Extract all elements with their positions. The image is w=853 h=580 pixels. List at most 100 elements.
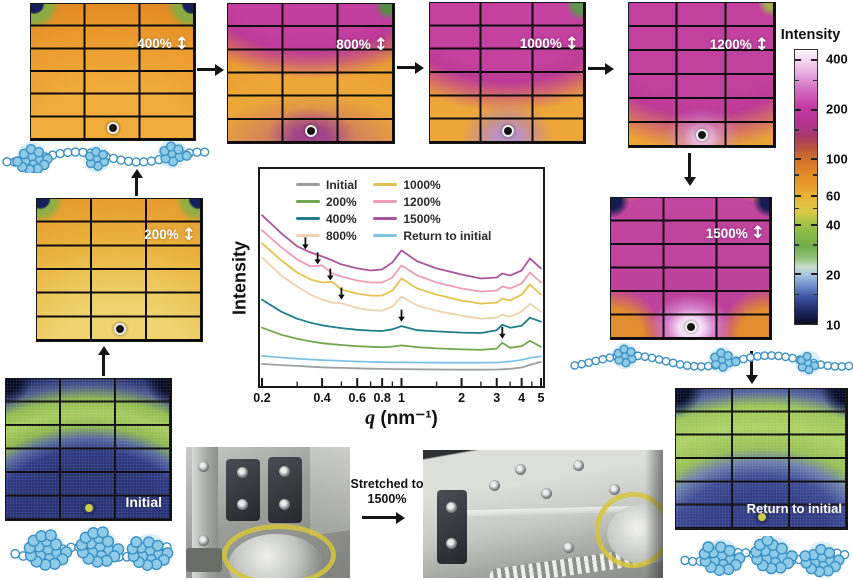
x-tick-label: 4 (518, 391, 526, 405)
colorbar-minor-tick (795, 207, 799, 210)
chain-bead (702, 541, 715, 553)
chain-bead (760, 351, 769, 361)
vertical-stretch-arrow-icon: ↕ (373, 34, 388, 55)
detector-grid (31, 4, 195, 140)
colorbar-tick-mark (811, 273, 817, 276)
chain-bead (98, 149, 109, 160)
flow-arrow-400-to-800 (197, 68, 221, 71)
chain-bead (123, 156, 134, 167)
chain-bead (49, 538, 63, 551)
vertical-stretch-arrow-icon: ↕ (181, 224, 196, 245)
colorbar-tick-labels: 400 200 100 60 40 20 10 (822, 49, 853, 333)
x-tick-label: 0.2 (253, 391, 271, 405)
chain-bead (687, 556, 698, 567)
panel-label-text: 1000% (519, 36, 562, 52)
panel-label-1000: 1000% ↕ (520, 34, 579, 54)
colorbar-minor-tick (795, 244, 799, 246)
colorbar-tick-label: 100 (826, 151, 848, 167)
detector-grid (676, 389, 847, 529)
legend-item: 1000% (373, 176, 491, 193)
legend-item: 1200% (373, 193, 491, 210)
colorbar-tick-mark (795, 108, 801, 111)
chain-bead (101, 535, 115, 548)
metal-base (186, 548, 222, 572)
flow-arrow-1000-to-1200 (588, 67, 611, 70)
chain-bead (63, 147, 73, 158)
chain-bead (774, 351, 783, 361)
chain-bead (192, 147, 202, 157)
chain-bead (139, 157, 149, 167)
chain-bead (146, 156, 157, 166)
panel-label-text: Return to initial (746, 501, 842, 517)
chain-bead (640, 352, 650, 362)
screw (237, 467, 248, 478)
chain-bead (199, 147, 210, 157)
saxs-pattern-initial: Initial (5, 378, 172, 521)
legend-swatch (373, 182, 398, 187)
detector-grid (430, 3, 585, 143)
saxs-pattern-1200: 1200% ↕ (628, 2, 776, 148)
x-axis-variable: q (365, 407, 376, 429)
colorbar-tick-label: 60 (826, 188, 841, 204)
chain-bead (689, 361, 699, 371)
colorbar-tick-mark (795, 273, 801, 276)
yellow-tape-ring (222, 524, 336, 578)
panel-label-1200: 1200% ↕ (710, 35, 769, 55)
metal-clamp (437, 490, 467, 564)
chain-bead (802, 351, 812, 362)
stretched-caption: Stretched to 1500% (344, 477, 430, 507)
beamstop (696, 128, 708, 141)
colorbar-minor-tick (813, 174, 817, 176)
chain-bead (753, 351, 762, 361)
chain-bead (131, 157, 141, 167)
x-tick-label: 0.4 (313, 391, 331, 405)
colorbar-tick-mark (795, 158, 801, 161)
screw (541, 488, 552, 499)
chain-bead (844, 361, 853, 371)
x-tick-label: 0.6 (348, 391, 366, 405)
photo-stretch-rig-after (423, 450, 663, 578)
detector-grid (629, 3, 775, 147)
panel-label-200: 200% ↕ (144, 225, 196, 245)
colorbar-minor-tick (813, 293, 817, 296)
stretched-caption-line2: 1500% (367, 492, 407, 506)
detector-grid (6, 379, 171, 520)
stretched-caption-line1: Stretched to (350, 477, 424, 491)
legend-swatch (373, 233, 398, 238)
legend-item: 400% (296, 210, 357, 227)
screw (515, 464, 526, 475)
colorbar-minor-tick (795, 293, 799, 296)
screw (573, 460, 584, 471)
polymer-schematic-400 (2, 141, 210, 173)
panel-label-800: 800% ↕ (336, 35, 388, 55)
chain-bead (647, 353, 657, 363)
panel-label-text: 400% (137, 36, 172, 52)
chain-bead (730, 356, 741, 367)
chain-bead (661, 356, 671, 366)
panel-label-1500: 1500% ↕ (706, 223, 765, 243)
chain-bead (799, 550, 811, 562)
panel-label-text: 1200% (709, 37, 752, 53)
legend-swatch (373, 216, 398, 221)
chain-bead (682, 361, 692, 370)
legend-label: 1200% (403, 194, 441, 209)
flow-arrow-1500-to-return (750, 351, 753, 381)
legend-label: Initial (326, 177, 358, 192)
chain-bead (680, 555, 690, 566)
detector-grid (228, 4, 394, 143)
screw (489, 480, 500, 491)
flow-arrow-before-to-after (362, 516, 402, 519)
chain-bead (173, 144, 184, 155)
chain-bead (10, 548, 21, 559)
yellow-tape-ring (595, 492, 663, 568)
polymer-schematic-1500 (570, 342, 853, 376)
legend-swatch (296, 182, 320, 187)
colorbar-minor-tick (813, 244, 817, 246)
beamstop (107, 121, 119, 134)
flow-arrow-800-to-1000 (397, 66, 421, 69)
chain-bead (761, 536, 774, 547)
metal-clamp (226, 459, 260, 521)
chain-bead (830, 361, 840, 371)
screw (198, 535, 209, 546)
vertical-stretch-arrow-icon: ↕ (750, 223, 765, 244)
